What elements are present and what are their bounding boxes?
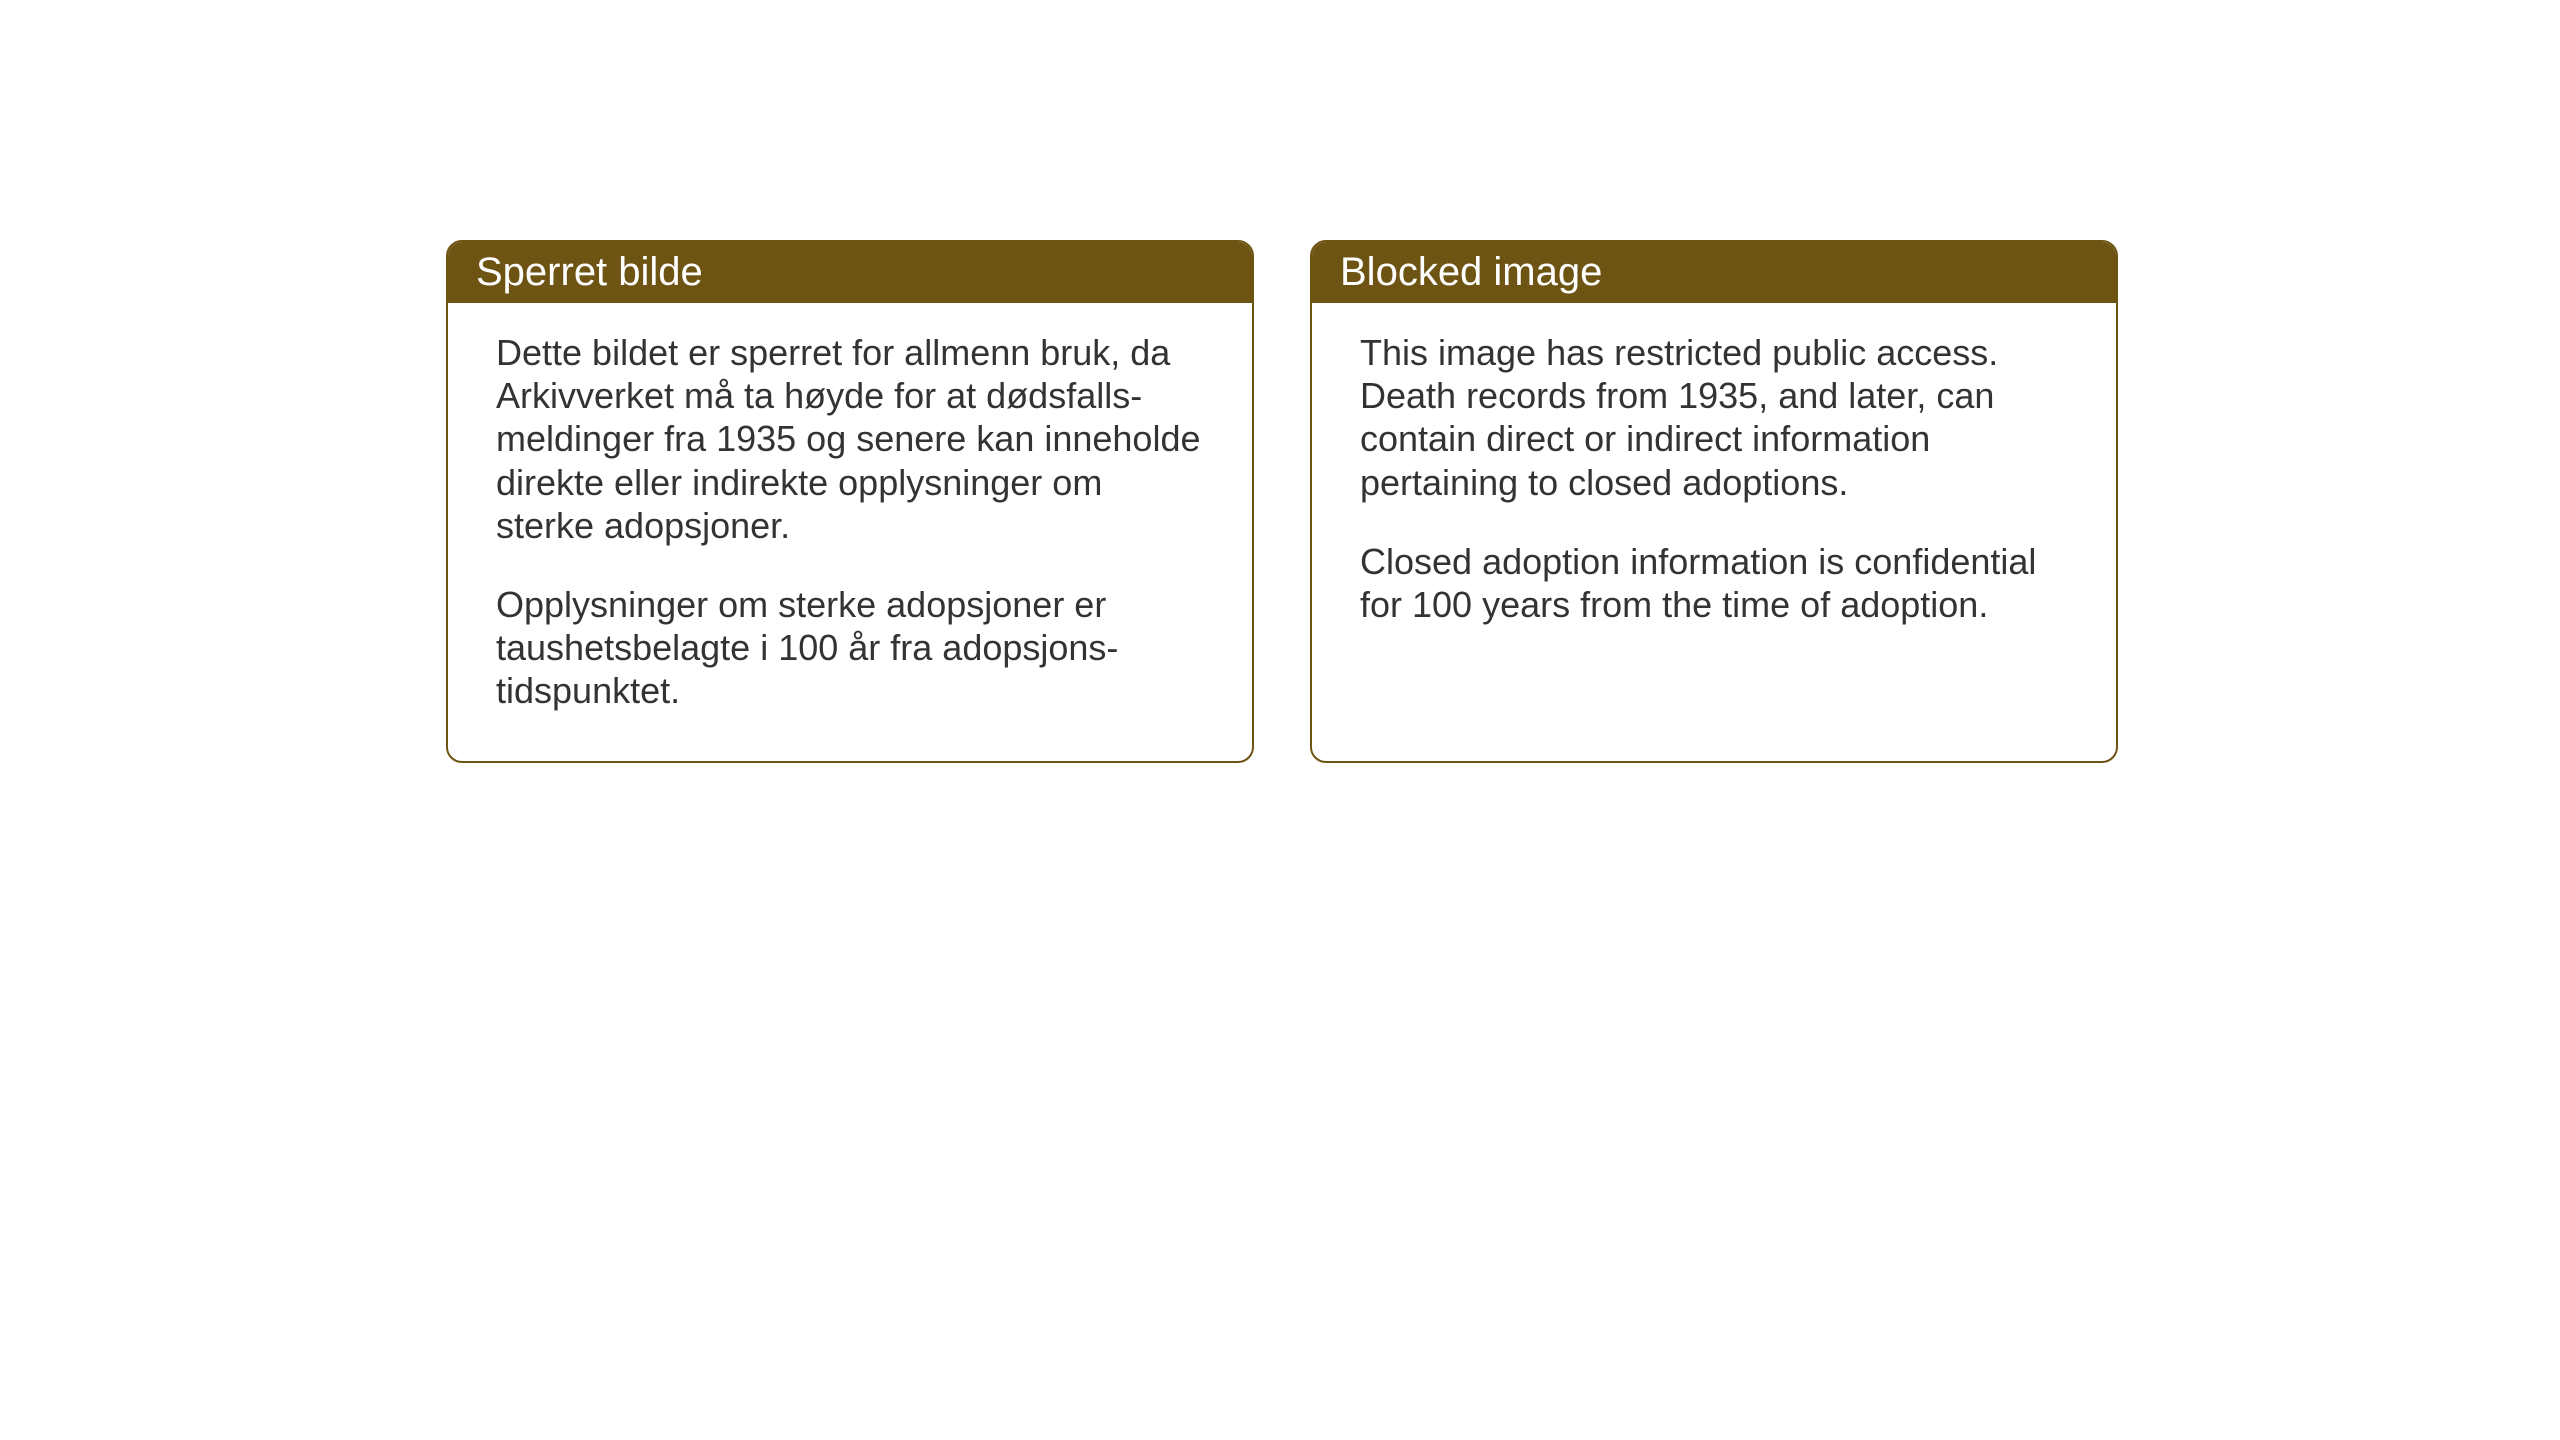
notice-paragraph-2: Opplysninger om sterke adopsjoner er tau… [496, 583, 1204, 713]
notice-box-norwegian: Sperret bilde Dette bildet er sperret fo… [446, 240, 1254, 763]
notice-header-english: Blocked image [1312, 242, 2116, 303]
notice-box-english: Blocked image This image has restricted … [1310, 240, 2118, 763]
notice-paragraph-1: This image has restricted public access.… [1360, 331, 2068, 504]
notice-body-norwegian: Dette bildet er sperret for allmenn bruk… [448, 303, 1252, 761]
notice-body-english: This image has restricted public access.… [1312, 303, 2116, 674]
notice-paragraph-1: Dette bildet er sperret for allmenn bruk… [496, 331, 1204, 547]
notice-paragraph-2: Closed adoption information is confident… [1360, 540, 2068, 626]
notice-title: Sperret bilde [476, 250, 703, 294]
notice-header-norwegian: Sperret bilde [448, 242, 1252, 303]
notice-title: Blocked image [1340, 250, 1602, 294]
notices-container: Sperret bilde Dette bildet er sperret fo… [446, 240, 2118, 763]
